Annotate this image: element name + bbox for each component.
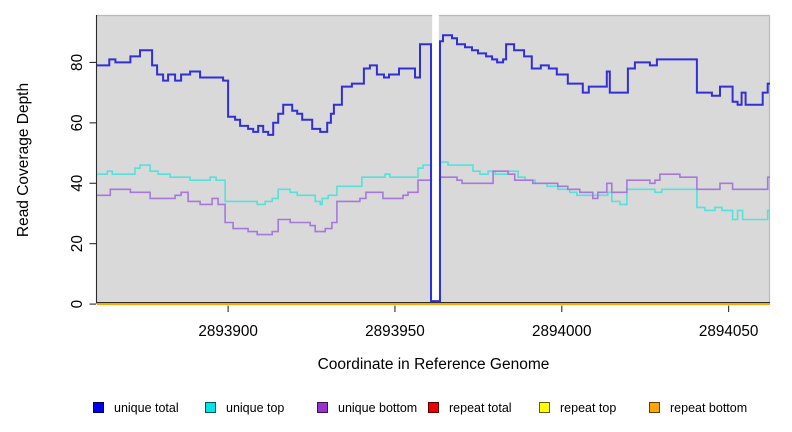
series-unique-bottom: [97, 170, 770, 236]
legend-item-label: unique bottom: [338, 400, 418, 415]
legend-item-label: repeat top: [560, 400, 617, 415]
x-tick-label: 2894050: [699, 323, 759, 340]
repeat-total-swatch-icon: [428, 402, 439, 413]
y-tick-label: 60: [69, 114, 86, 131]
legend-item-label: repeat bottom: [670, 400, 748, 415]
legend-item-label: unique total: [114, 400, 179, 415]
y-tick-label: 40: [69, 175, 86, 192]
repeat-top-swatch-icon: [539, 402, 550, 413]
legend-item-unique-top: unique top: [205, 400, 285, 415]
legend-item-repeat-total: repeat total: [428, 400, 512, 415]
legend-item-repeat-top: repeat top: [539, 400, 617, 415]
x-tick-label: 2894000: [532, 323, 592, 340]
unique-bottom-swatch-icon: [317, 402, 328, 413]
y-tick-label: 80: [69, 54, 86, 71]
unique-total-swatch-icon: [93, 402, 104, 413]
coverage-gap-mask: [432, 10, 439, 301]
y-tick-label: 0: [69, 300, 86, 309]
unique-top-swatch-icon: [205, 402, 216, 413]
legend-item-label: unique top: [226, 400, 285, 415]
x-tick-label: 2893900: [198, 323, 258, 340]
series-unique-total: [97, 34, 770, 303]
legend-item-unique-bottom: unique bottom: [317, 400, 418, 415]
x-axis-label: Coordinate in Reference Genome: [317, 356, 550, 373]
legend: unique total unique top unique bottom re…: [0, 401, 792, 417]
y-tick-label: 20: [69, 235, 86, 252]
x-tick-label: 2893950: [365, 323, 425, 340]
y-axis-label: Read Coverage Depth: [15, 82, 32, 238]
legend-item-repeat-bottom: repeat bottom: [649, 400, 748, 415]
repeat-bottom-swatch-icon: [649, 402, 660, 413]
legend-item-label: repeat total: [449, 400, 512, 415]
legend-item-unique-total: unique total: [93, 400, 179, 415]
